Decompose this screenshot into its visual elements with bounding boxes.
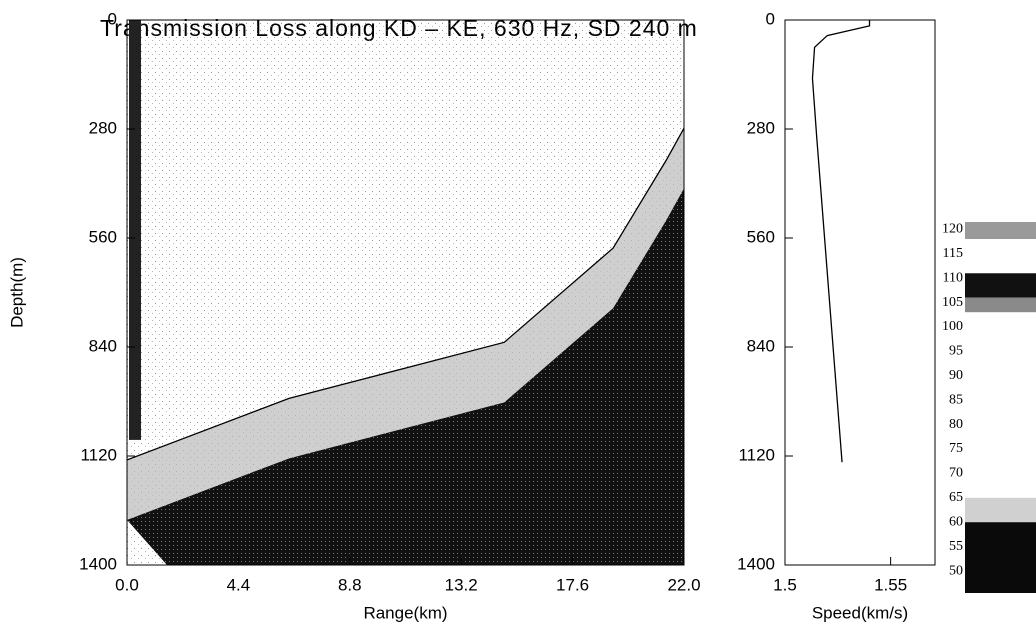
x-tick-label: 22.0: [667, 575, 700, 594]
x-axis-label: Speed(km/s): [812, 603, 908, 622]
colorbar-label: 50: [949, 563, 963, 578]
colorbar-label: 115: [943, 246, 963, 261]
y-tick-label: 1120: [738, 445, 775, 464]
field-texture: [127, 20, 684, 565]
x-tick-label: 0.0: [115, 575, 139, 594]
colorbar-label: 110: [943, 270, 963, 285]
colorbar-label: 120: [942, 222, 963, 237]
colorbar-label: 70: [949, 466, 963, 481]
data-line: [811, 20, 871, 463]
interface-band: [127, 128, 684, 520]
y-tick-label: 840: [747, 336, 775, 355]
sediment: [127, 188, 684, 565]
colorbar-band: [965, 522, 1036, 593]
y-tick-label: 0: [766, 9, 775, 28]
plot-frame: [126, 19, 685, 566]
x-axis-label: Range(km): [363, 603, 447, 622]
x-tick-label: 8.8: [338, 575, 362, 594]
near-field: [129, 20, 141, 440]
colorbar-label: 65: [949, 490, 963, 505]
colorbar-label: 85: [949, 392, 963, 407]
y-tick-label: 560: [747, 227, 775, 246]
x-tick-label: 1.55: [874, 575, 907, 594]
colorbar-label: 100: [942, 319, 963, 334]
data-line: [126, 127, 685, 461]
y-tick-label: 840: [89, 336, 117, 355]
colorbar-label: 95: [949, 344, 963, 359]
y-tick-label: 280: [747, 118, 775, 137]
x-tick-label: 1.5: [773, 575, 797, 594]
colorbar-band: [965, 239, 1036, 274]
x-tick-label: 4.4: [227, 575, 251, 594]
y-axis-label: Depth(m): [7, 257, 26, 328]
y-tick-label: 1400: [79, 554, 117, 573]
colorbar-label: 80: [949, 417, 963, 432]
colorbar-label: 55: [949, 539, 963, 554]
y-tick-label: 280: [89, 118, 117, 137]
colorbar-band: [965, 273, 1036, 298]
y-tick-label: 1120: [80, 445, 117, 464]
colorbar-label: 60: [949, 514, 963, 529]
y-tick-label: 0: [108, 9, 117, 28]
y-tick-label: 1400: [737, 554, 775, 573]
colorbar-label: 105: [942, 295, 963, 310]
colorbar-band: [965, 497, 1036, 523]
plot-frame: [784, 19, 936, 566]
colorbar-band: [965, 222, 1036, 240]
colorbar-label: 75: [949, 441, 963, 456]
x-tick-label: 13.2: [445, 575, 478, 594]
colorbar-band: [965, 297, 1036, 313]
y-tick-label: 560: [89, 227, 117, 246]
x-tick-label: 17.6: [556, 575, 589, 594]
colorbar-band: [965, 312, 1036, 498]
colorbar-label: 90: [949, 368, 963, 383]
